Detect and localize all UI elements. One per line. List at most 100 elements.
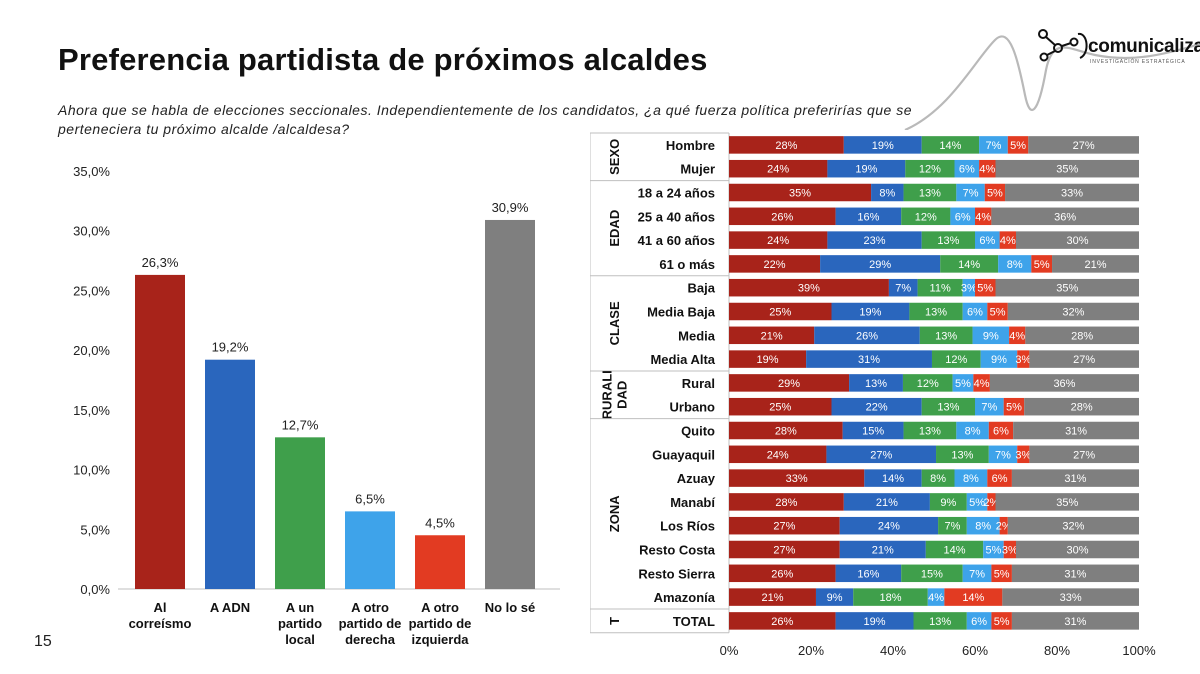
bar-segment	[1029, 350, 1139, 368]
bar-segment	[1025, 326, 1139, 345]
segment-label: 6%	[971, 616, 987, 628]
logo-wordmark: comunicaliza	[1088, 36, 1200, 57]
x-tick-label: 0%	[720, 643, 739, 658]
segment-label: 35%	[1056, 283, 1078, 295]
segment-label: 31%	[1064, 616, 1086, 628]
y-tick-label: 10,0%	[73, 463, 110, 478]
bar-segment	[1011, 612, 1139, 630]
bar-segment	[729, 326, 815, 345]
data-label: 30,9%	[492, 200, 529, 215]
bar-segment	[849, 374, 903, 392]
bar-segment	[831, 397, 922, 416]
x-tick-label: 80%	[1044, 643, 1070, 658]
bar-segment	[999, 231, 1016, 249]
segment-label: 9%	[940, 497, 956, 509]
bar-segment	[729, 159, 828, 178]
segment-label: 4%	[974, 378, 990, 390]
segment-label: 12%	[915, 211, 937, 223]
bar-segment	[729, 183, 872, 202]
bar-segment	[729, 350, 807, 368]
bar-segment	[913, 612, 967, 630]
bar-segment	[831, 302, 910, 321]
segment-label: 5%	[1010, 140, 1026, 152]
segment-label: 28%	[775, 140, 797, 152]
segment-label: 26%	[771, 211, 793, 223]
bar-segment	[729, 397, 832, 416]
bar-segment	[729, 136, 844, 154]
bar-segment	[835, 207, 902, 226]
segment-label: 18%	[879, 592, 901, 604]
segment-label: 6%	[967, 307, 983, 319]
y-tick-label: 0,0%	[80, 582, 110, 597]
row-label: 61 o más	[659, 257, 715, 272]
segment-label: 11%	[930, 283, 951, 295]
segment-label: 27%	[1073, 140, 1095, 152]
segment-label: 15%	[921, 568, 943, 580]
segment-label: 13%	[937, 402, 959, 414]
segment-label: 21%	[761, 592, 783, 604]
row-label: Baja	[688, 281, 716, 296]
row-label: 25 a 40 años	[638, 209, 715, 224]
segment-label: 5%	[1034, 259, 1050, 271]
bar-segment	[1028, 136, 1139, 154]
segment-label: 4%	[975, 211, 991, 223]
bar-segment	[1002, 588, 1139, 606]
bar-segment	[983, 540, 1004, 559]
bar	[485, 219, 535, 590]
segment-label: 33%	[786, 473, 808, 485]
segment-label: 13%	[951, 449, 973, 461]
segment-label: 13%	[919, 426, 941, 438]
segment-label: 36%	[1053, 378, 1075, 390]
segment-label: 33%	[1061, 188, 1083, 200]
segment-label: 7%	[969, 568, 985, 580]
page-number: 15	[34, 633, 52, 650]
segment-label: 5%	[985, 545, 1001, 557]
bar-segment	[1007, 302, 1139, 321]
bar-segment	[729, 516, 840, 535]
row-label: Mujer	[680, 162, 715, 177]
bar-segment	[956, 421, 989, 440]
segment-label: 31%	[1064, 473, 1086, 485]
segment-label: 19%	[872, 140, 894, 152]
bar-segment	[843, 136, 922, 154]
segment-label: 4%	[1009, 330, 1025, 342]
segment-label: 5%	[990, 307, 1006, 319]
segment-label: 3%	[1015, 354, 1031, 366]
segment-label: 28%	[1071, 402, 1093, 414]
segment-label: 14%	[882, 473, 904, 485]
bar-segment	[995, 159, 1139, 178]
category-label: Al correísmo	[129, 600, 192, 631]
bar-segment	[972, 326, 1010, 345]
segment-label: 7%	[981, 402, 997, 414]
bar-segment	[936, 445, 989, 464]
segment-label: 9%	[983, 330, 999, 342]
bar-segment	[1009, 326, 1026, 345]
bar-segment	[973, 374, 990, 392]
bar	[205, 359, 255, 589]
segment-label: 7%	[895, 283, 911, 295]
y-tick-label: 30,0%	[73, 224, 110, 239]
segment-label: 4%	[928, 592, 944, 604]
category-label: No lo sé	[485, 600, 536, 615]
bar	[415, 535, 465, 589]
group-label: T	[607, 617, 622, 625]
segment-label: 31%	[1064, 568, 1086, 580]
group-label: RURALIDAD	[600, 370, 630, 419]
bar-segment	[1016, 540, 1139, 559]
segment-label: 13%	[929, 616, 951, 628]
segment-label: 14%	[958, 259, 980, 271]
bar-segment	[944, 588, 1003, 606]
bar	[345, 511, 395, 589]
segment-label: 26%	[856, 330, 878, 342]
segment-label: 9%	[991, 354, 1007, 366]
bar-segment	[853, 588, 928, 606]
segment-label: 16%	[857, 211, 879, 223]
segment-label: 21%	[876, 497, 898, 509]
bar-segment	[980, 350, 1018, 368]
category-label: A un partido local	[278, 600, 322, 647]
bar-segment	[1013, 421, 1139, 440]
segment-label: 7%	[995, 449, 1011, 461]
segment-label: 4%	[1000, 235, 1016, 247]
segment-label: 14%	[962, 592, 984, 604]
row-label: 41 a 60 años	[638, 233, 715, 248]
